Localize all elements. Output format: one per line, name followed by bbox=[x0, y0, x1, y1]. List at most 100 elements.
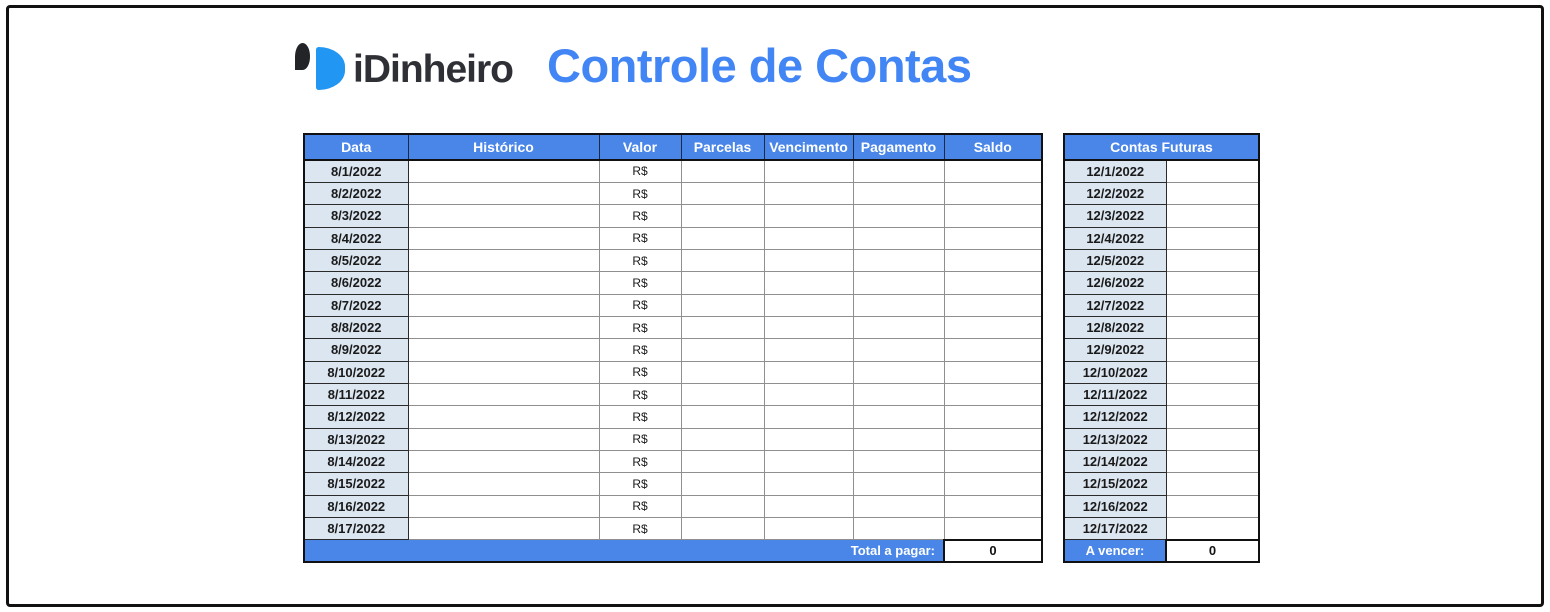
cell-saldo[interactable] bbox=[943, 449, 1043, 474]
cell-valor[interactable]: R$ bbox=[598, 382, 682, 407]
cell-pagamento[interactable] bbox=[852, 181, 945, 206]
cell-historico[interactable] bbox=[407, 181, 600, 206]
cell-valor[interactable] bbox=[1165, 338, 1260, 362]
cell-data[interactable]: 8/17/2022 bbox=[303, 516, 409, 541]
cell-valor[interactable] bbox=[1165, 226, 1260, 250]
cell-vencimento[interactable] bbox=[763, 226, 854, 250]
cell-parcelas[interactable] bbox=[680, 516, 765, 541]
cell-data[interactable]: 12/6/2022 bbox=[1063, 271, 1167, 295]
cell-vencimento[interactable] bbox=[763, 248, 854, 273]
cell-saldo[interactable] bbox=[943, 248, 1043, 273]
cell-pagamento[interactable] bbox=[852, 204, 945, 228]
cell-saldo[interactable] bbox=[943, 405, 1043, 429]
cell-historico[interactable] bbox=[407, 427, 600, 451]
cell-data[interactable]: 12/10/2022 bbox=[1063, 360, 1167, 384]
cell-data[interactable]: 8/8/2022 bbox=[303, 315, 409, 340]
cell-pagamento[interactable] bbox=[852, 248, 945, 273]
cell-data[interactable]: 8/13/2022 bbox=[303, 427, 409, 451]
cell-data[interactable]: 12/14/2022 bbox=[1063, 449, 1167, 474]
cell-valor[interactable]: R$ bbox=[598, 494, 682, 519]
cell-historico[interactable] bbox=[407, 293, 600, 317]
cell-pagamento[interactable] bbox=[852, 271, 945, 295]
cell-vencimento[interactable] bbox=[763, 494, 854, 519]
cell-vencimento[interactable] bbox=[763, 360, 854, 384]
cell-data[interactable]: 8/15/2022 bbox=[303, 472, 409, 496]
cell-valor[interactable]: R$ bbox=[598, 405, 682, 429]
cell-data[interactable]: 12/7/2022 bbox=[1063, 293, 1167, 317]
cell-pagamento[interactable] bbox=[852, 382, 945, 407]
cell-data[interactable]: 12/16/2022 bbox=[1063, 494, 1167, 519]
cell-saldo[interactable] bbox=[943, 159, 1043, 183]
cell-historico[interactable] bbox=[407, 449, 600, 474]
cell-parcelas[interactable] bbox=[680, 204, 765, 228]
cell-saldo[interactable] bbox=[943, 271, 1043, 295]
cell-historico[interactable] bbox=[407, 338, 600, 362]
cell-valor[interactable]: R$ bbox=[598, 338, 682, 362]
cell-valor[interactable] bbox=[1165, 449, 1260, 474]
cell-valor[interactable]: R$ bbox=[598, 315, 682, 340]
cell-saldo[interactable] bbox=[943, 315, 1043, 340]
cell-valor[interactable] bbox=[1165, 427, 1260, 451]
cell-historico[interactable] bbox=[407, 315, 600, 340]
cell-parcelas[interactable] bbox=[680, 449, 765, 474]
cell-data[interactable]: 12/17/2022 bbox=[1063, 516, 1167, 541]
cell-valor[interactable]: R$ bbox=[598, 204, 682, 228]
cell-data[interactable]: 8/11/2022 bbox=[303, 382, 409, 407]
cell-valor[interactable]: R$ bbox=[598, 271, 682, 295]
cell-valor[interactable]: R$ bbox=[598, 516, 682, 541]
cell-valor[interactable]: R$ bbox=[598, 449, 682, 474]
cell-vencimento[interactable] bbox=[763, 449, 854, 474]
cell-data[interactable]: 12/4/2022 bbox=[1063, 226, 1167, 250]
cell-saldo[interactable] bbox=[943, 181, 1043, 206]
cell-pagamento[interactable] bbox=[852, 405, 945, 429]
cell-vencimento[interactable] bbox=[763, 405, 854, 429]
cell-data[interactable]: 12/11/2022 bbox=[1063, 382, 1167, 407]
cell-pagamento[interactable] bbox=[852, 315, 945, 340]
cell-pagamento[interactable] bbox=[852, 360, 945, 384]
cell-pagamento[interactable] bbox=[852, 159, 945, 183]
cell-vencimento[interactable] bbox=[763, 338, 854, 362]
cell-saldo[interactable] bbox=[943, 204, 1043, 228]
cell-valor[interactable]: R$ bbox=[598, 226, 682, 250]
cell-historico[interactable] bbox=[407, 472, 600, 496]
cell-valor[interactable] bbox=[1165, 472, 1260, 496]
cell-data[interactable]: 12/15/2022 bbox=[1063, 472, 1167, 496]
cell-data[interactable]: 8/7/2022 bbox=[303, 293, 409, 317]
cell-valor[interactable] bbox=[1165, 181, 1260, 206]
cell-pagamento[interactable] bbox=[852, 516, 945, 541]
cell-parcelas[interactable] bbox=[680, 382, 765, 407]
cell-parcelas[interactable] bbox=[680, 338, 765, 362]
cell-pagamento[interactable] bbox=[852, 427, 945, 451]
cell-historico[interactable] bbox=[407, 248, 600, 273]
cell-pagamento[interactable] bbox=[852, 338, 945, 362]
cell-pagamento[interactable] bbox=[852, 293, 945, 317]
cell-data[interactable]: 8/2/2022 bbox=[303, 181, 409, 206]
cell-data[interactable]: 12/8/2022 bbox=[1063, 315, 1167, 340]
cell-data[interactable]: 8/6/2022 bbox=[303, 271, 409, 295]
cell-parcelas[interactable] bbox=[680, 405, 765, 429]
cell-vencimento[interactable] bbox=[763, 516, 854, 541]
cell-vencimento[interactable] bbox=[763, 293, 854, 317]
cell-vencimento[interactable] bbox=[763, 427, 854, 451]
cell-saldo[interactable] bbox=[943, 494, 1043, 519]
cell-historico[interactable] bbox=[407, 204, 600, 228]
cell-saldo[interactable] bbox=[943, 382, 1043, 407]
cell-parcelas[interactable] bbox=[680, 315, 765, 340]
cell-data[interactable]: 12/13/2022 bbox=[1063, 427, 1167, 451]
cell-data[interactable]: 8/4/2022 bbox=[303, 226, 409, 250]
cell-valor[interactable]: R$ bbox=[598, 472, 682, 496]
cell-data[interactable]: 8/16/2022 bbox=[303, 494, 409, 519]
cell-pagamento[interactable] bbox=[852, 494, 945, 519]
cell-data[interactable]: 12/9/2022 bbox=[1063, 338, 1167, 362]
cell-historico[interactable] bbox=[407, 382, 600, 407]
cell-parcelas[interactable] bbox=[680, 427, 765, 451]
cell-data[interactable]: 8/5/2022 bbox=[303, 248, 409, 273]
cell-valor[interactable]: R$ bbox=[598, 293, 682, 317]
cell-valor[interactable] bbox=[1165, 494, 1260, 519]
cell-saldo[interactable] bbox=[943, 427, 1043, 451]
cell-saldo[interactable] bbox=[943, 516, 1043, 541]
cell-parcelas[interactable] bbox=[680, 271, 765, 295]
cell-saldo[interactable] bbox=[943, 338, 1043, 362]
cell-historico[interactable] bbox=[407, 226, 600, 250]
cell-parcelas[interactable] bbox=[680, 472, 765, 496]
